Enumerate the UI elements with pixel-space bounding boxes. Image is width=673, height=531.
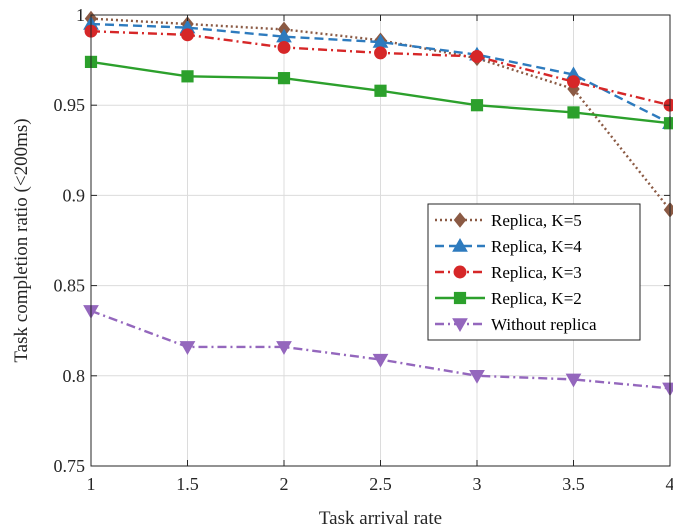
data-point: [277, 72, 291, 85]
data-point: [276, 341, 292, 355]
y-axis-label: Task completion ratio (<200ms): [11, 118, 32, 362]
data-point: [179, 341, 196, 355]
data-point: [565, 373, 582, 388]
y-tick-label: 0.95: [54, 95, 86, 115]
series-layer: [83, 10, 673, 397]
legend-item: Replica, K=4: [435, 237, 582, 256]
y-tick-label: 0.8: [63, 366, 86, 386]
series-without-replica: [83, 305, 673, 397]
x-tick-label: 1: [87, 474, 96, 494]
x-tick-label: 3: [473, 474, 482, 494]
data-point: [470, 50, 484, 63]
legend-marker: [453, 212, 467, 228]
legend-marker: [453, 291, 467, 305]
data-point: [663, 117, 673, 130]
data-point: [372, 353, 389, 368]
x-tick-label: 1.5: [176, 474, 199, 494]
legend-item: Without replica: [435, 315, 597, 334]
y-tick-label: 0.75: [54, 456, 86, 476]
data-point: [567, 106, 580, 119]
data-point: [470, 99, 484, 112]
legend-label: Replica, K=5: [491, 211, 582, 230]
legend-label: Without replica: [491, 315, 597, 334]
x-tick-label: 3.5: [562, 474, 585, 494]
legend-marker: [452, 318, 468, 333]
data-point: [181, 70, 194, 83]
legend-item: Replica, K=2: [435, 289, 582, 308]
x-tick-label: 2: [280, 474, 289, 494]
legend-marker: [452, 237, 468, 252]
legend-label: Replica, K=4: [491, 237, 582, 256]
data-point: [277, 41, 291, 54]
x-tick-label: 4: [666, 474, 673, 494]
data-point: [469, 370, 485, 384]
data-point: [374, 84, 387, 97]
x-tick-label: 2.5: [369, 474, 392, 494]
x-axis-label: Task arrival rate: [319, 508, 442, 529]
legend-item: Replica, K=3: [435, 263, 582, 282]
axis-ticks: 1 1.5 2 2.5 3 3.5 4 0.75 0.8 0.85 0.9 0.95 1: [54, 5, 673, 494]
legend: Replica, K=5 Replica, K=4 Replica, K=3 Repl…: [427, 203, 641, 341]
legend-label: Replica, K=2: [491, 289, 582, 308]
data-point: [374, 46, 387, 60]
y-tick-label: 0.85: [54, 276, 86, 296]
legend-marker: [453, 265, 467, 279]
data-point: [181, 28, 194, 42]
legend-item: Replica, K=5: [435, 211, 582, 230]
legend-label: Replica, K=3: [491, 263, 582, 282]
data-point: [567, 75, 580, 89]
y-tick-label: 0.9: [63, 185, 86, 205]
y-tick-label: 1: [76, 5, 85, 25]
